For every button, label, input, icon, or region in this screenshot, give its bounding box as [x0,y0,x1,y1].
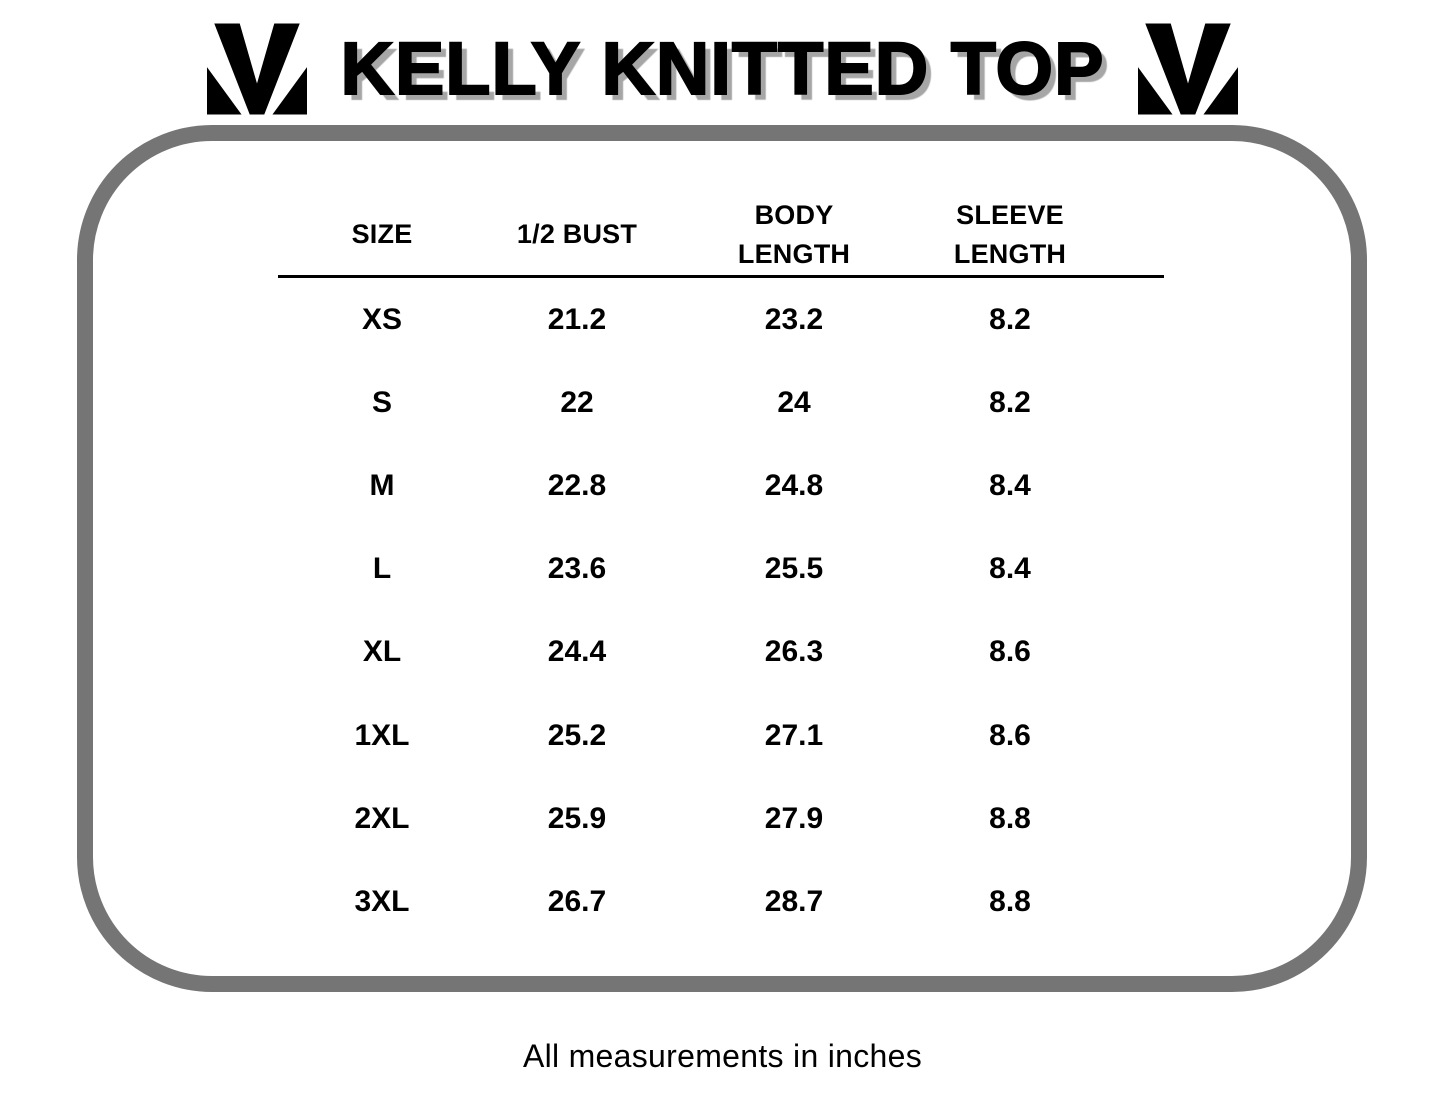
size-cell: 2XL [354,801,410,835]
page-title: KELLY KNITTED TOP [340,27,1105,110]
size-chart-table: SIZE 1/2 BUST BODY LENGTH SLEEVE LENGTH … [278,195,1164,944]
body-length-cell: 28.7 [764,884,824,918]
measurements-note: All measurements in inches [522,1038,923,1074]
table-row-3xl: 3XL 26.7 28.7 8.8 [278,860,1164,943]
half-bust-cell: 24.4 [547,635,607,669]
half-bust-cell: 22.8 [547,468,607,502]
brand-header: KELLY KNITTED TOP [0,18,1445,120]
size-cell: 3XL [354,884,410,918]
m-monogram-logo-icon-left [206,23,307,115]
body-length-cell: 26.3 [764,635,824,669]
table-row-1xl: 1XL 25.2 27.1 8.6 [278,694,1164,777]
column-header-body-length: BODY LENGTH [737,199,851,269]
half-bust-cell: 26.7 [547,884,607,918]
size-cell: 1XL [354,718,410,752]
table-row-xs: XS 21.2 23.2 8.2 [278,278,1164,361]
half-bust-cell: 21.2 [547,302,607,336]
table-row-l: L 23.6 25.5 8.4 [278,528,1164,611]
size-chart-header-row: SIZE 1/2 BUST BODY LENGTH SLEEVE LENGTH [278,195,1164,278]
body-length-cell: 24 [777,385,811,419]
body-length-cell: 27.9 [764,801,824,835]
size-cell: M [369,468,395,502]
size-cell: L [372,552,392,586]
column-header-half-bust: 1/2 BUST [516,219,638,250]
body-length-cell: 27.1 [764,718,824,752]
table-row-2xl: 2XL 25.9 27.9 8.8 [278,777,1164,860]
table-row-m: M 22.8 24.8 8.4 [278,444,1164,527]
column-header-sleeve-length: SLEEVE LENGTH [953,199,1067,269]
size-chart-body: XS 21.2 23.2 8.2 S 22 24 8.2 M 22.8 24.8… [278,278,1164,944]
sleeve-length-cell: 8.4 [989,468,1031,502]
table-row-xl: XL 24.4 26.3 8.6 [278,611,1164,694]
half-bust-cell: 23.6 [547,552,607,586]
size-chart-panel [77,125,1367,992]
size-cell: XS [361,302,403,336]
body-length-cell: 23.2 [764,302,824,336]
table-row-s: S 22 24 8.2 [278,361,1164,444]
sleeve-length-cell: 8.4 [989,552,1031,586]
size-cell: S [371,385,392,419]
column-header-size: SIZE [351,219,413,250]
sleeve-length-cell: 8.8 [989,801,1031,835]
body-length-cell: 24.8 [764,468,824,502]
sleeve-length-cell: 8.6 [989,718,1031,752]
sleeve-length-cell: 8.2 [989,302,1031,336]
body-length-cell: 25.5 [764,552,824,586]
size-cell: XL [362,635,402,669]
half-bust-cell: 25.2 [547,718,607,752]
sleeve-length-cell: 8.6 [989,635,1031,669]
half-bust-cell: 22 [560,385,594,419]
sleeve-length-cell: 8.2 [989,385,1031,419]
sleeve-length-cell: 8.8 [989,884,1031,918]
m-monogram-logo-icon-right [1138,23,1239,115]
half-bust-cell: 25.9 [547,801,607,835]
